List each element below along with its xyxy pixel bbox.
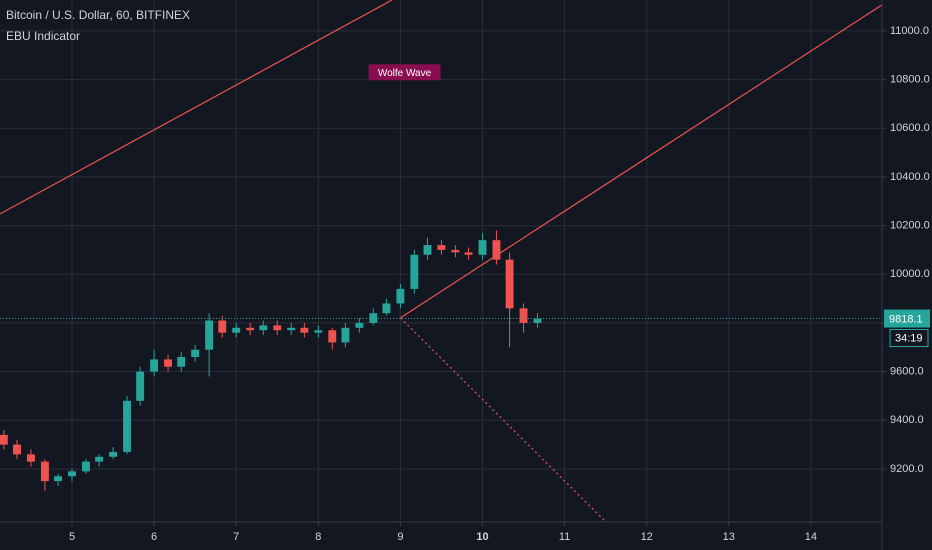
candle-body [123, 400, 131, 452]
x-tick-label: 10 [476, 531, 488, 543]
y-tick-label: 9400.0 [890, 414, 924, 426]
x-tick-label: 9 [397, 531, 403, 543]
y-tick-label: 10200.0 [890, 219, 930, 231]
annotation-box [368, 64, 441, 81]
candle-body [177, 357, 186, 367]
candle-body [369, 313, 378, 323]
candle-body [0, 434, 8, 445]
candle-body [382, 303, 391, 314]
candle-body [164, 359, 172, 367]
annotation: Wolfe Wave [378, 68, 432, 79]
candle-body [300, 327, 309, 333]
y-tick-label: 10600.0 [890, 122, 930, 134]
x-tick-label: 7 [233, 531, 239, 543]
candle-body [505, 259, 514, 309]
candle-body [54, 476, 62, 482]
x-tick-label: 6 [151, 531, 157, 543]
candle-body [314, 330, 323, 333]
candle-body [13, 444, 21, 455]
candle-body [273, 325, 282, 331]
x-tick-label: 13 [723, 531, 735, 543]
x-tick-label: 8 [315, 531, 321, 543]
candle-body [423, 245, 432, 255]
countdown-box [889, 329, 929, 348]
candle-body [68, 471, 76, 477]
candle-body [205, 320, 214, 350]
last-price-label: 9818.1 [889, 313, 923, 325]
last-price-box [884, 309, 930, 328]
candle-body [492, 240, 501, 260]
candle-body [27, 454, 35, 462]
trend-line [400, 4, 883, 319]
candle-body [451, 249, 460, 253]
y-tick-label: 11000.0 [890, 25, 929, 37]
grid [0, 0, 882, 522]
candle-body [82, 461, 90, 472]
candle-body [287, 327, 296, 331]
candle-body [341, 327, 350, 343]
candle-body [464, 252, 473, 255]
candle-body [355, 322, 364, 328]
candle-body [232, 327, 241, 333]
x-tick-label: 11 [559, 531, 570, 543]
trend-line [0, 0, 393, 215]
candle-body [396, 288, 405, 304]
y-tick-label: 9600.0 [890, 366, 924, 378]
indicator-name: EBU Indicator [6, 29, 80, 43]
candle-body [150, 359, 159, 372]
candle-body [246, 327, 255, 331]
y-tick-label: 10800.0 [890, 73, 930, 85]
y-tick-label: 9200.0 [890, 463, 924, 475]
candle-body [40, 461, 49, 482]
candle-body [328, 330, 337, 343]
candle-body [437, 245, 446, 250]
chart-title: Bitcoin / U.S. Dollar, 60, BITFINEX [6, 8, 190, 22]
x-tick-label: 14 [805, 531, 817, 543]
plot: Wolfe Wave [0, 0, 883, 521]
candle-body [136, 371, 145, 401]
countdown: 34:19 [895, 332, 923, 344]
candle-body [191, 349, 200, 358]
candle-body [95, 456, 104, 462]
y-tick-label: 10400.0 [890, 171, 930, 183]
x-tick-label: 5 [69, 531, 75, 543]
candle-body [478, 240, 487, 255]
y-tick-label: 10000.0 [890, 268, 930, 280]
x-tick-label: 12 [641, 531, 653, 543]
candle-body [109, 451, 117, 457]
candle-body [259, 325, 268, 331]
candle-body [533, 318, 542, 323]
candle-body [519, 308, 528, 323]
candle-body [218, 320, 227, 333]
candle-body [410, 254, 419, 289]
